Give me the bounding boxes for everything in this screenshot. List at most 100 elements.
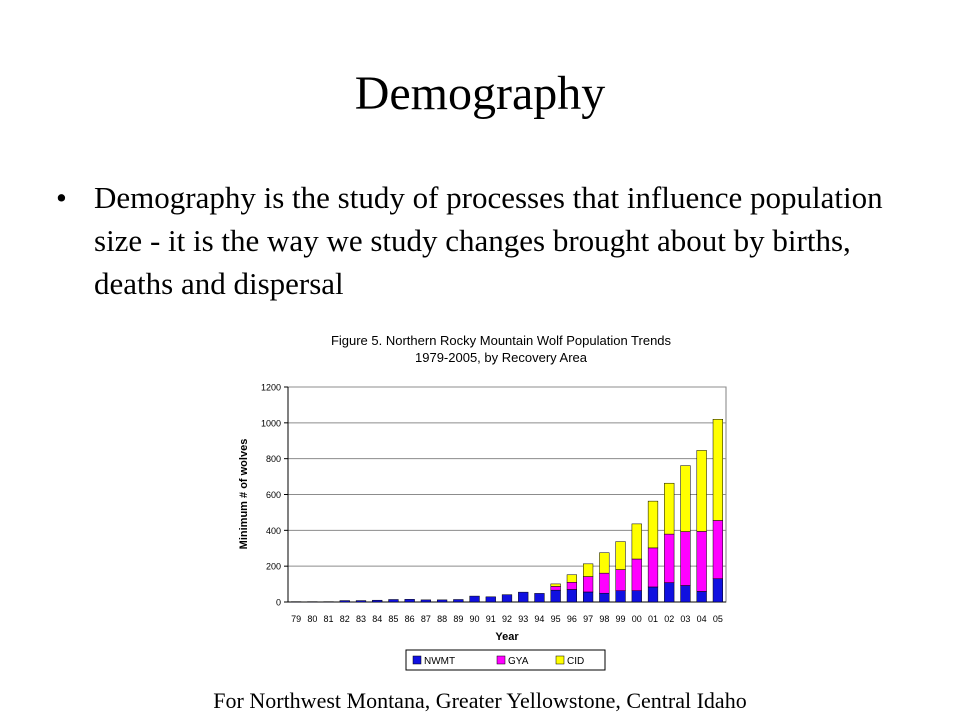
bar-nwmt-91 (485, 596, 496, 603)
x-axis-label: Year (495, 631, 519, 643)
x-tick-label: 93 (518, 614, 528, 624)
bar-cid-02 (664, 482, 675, 535)
legend-label-cid: CID (567, 656, 584, 667)
y-tick-label: 600 (266, 490, 281, 500)
bar-gya-02 (664, 533, 675, 583)
bar-gya-99 (615, 569, 626, 591)
bar-nwmt-95 (550, 589, 561, 603)
bar-nwmt-96 (566, 589, 578, 603)
footnote: For Northwest Montana, Greater Yellowsto… (213, 688, 747, 713)
legend-swatch-nwmt (412, 655, 422, 665)
bar-cid-00 (631, 523, 642, 560)
x-tick-label: 00 (632, 614, 642, 624)
x-tick-label: 04 (697, 614, 707, 624)
bar-nwmt-89 (453, 599, 464, 603)
bar-nwmt-83 (355, 600, 367, 603)
bar-nwmt-86 (404, 599, 415, 603)
x-tick-label: 02 (664, 614, 674, 624)
x-tick-label: 83 (356, 614, 366, 624)
legend-label-gya: GYA (508, 656, 529, 667)
bullet-dot: • (56, 180, 67, 215)
y-tick-label: 1200 (261, 383, 281, 393)
x-tick-label: 96 (567, 614, 577, 624)
legend-swatch-gya (496, 655, 506, 665)
x-tick-label: 80 (307, 614, 317, 624)
bar-gya-03 (680, 531, 691, 586)
x-tick-label: 90 (470, 614, 480, 624)
bar-gya-04 (696, 531, 707, 592)
bar-nwmt-87 (420, 599, 432, 603)
y-tick-label: 0 (276, 598, 281, 608)
bar-cid-97 (582, 563, 594, 577)
chart-legend: NWMT GYA CID (405, 649, 606, 671)
bar-gya-97 (582, 576, 594, 593)
bar-nwmt-80 (307, 601, 318, 603)
bar-nwmt-94 (534, 593, 545, 603)
x-tick-label: 85 (388, 614, 398, 624)
bar-nwmt-97 (582, 591, 594, 603)
bar-gya-96 (566, 582, 578, 590)
x-tick-label: 81 (324, 614, 334, 624)
bar-nwmt-05 (712, 578, 724, 603)
x-tick-label: 94 (534, 614, 544, 624)
x-tick-label: 97 (583, 614, 593, 624)
x-tick-label: 99 (616, 614, 626, 624)
y-axis-label: Minimum # of wolves (238, 439, 250, 550)
bar-nwmt-90 (469, 595, 480, 603)
x-tick-label: 89 (453, 614, 463, 624)
bar-nwmt-04 (696, 591, 707, 603)
bar-nwmt-03 (680, 585, 691, 603)
y-tick-label: 400 (266, 526, 281, 536)
x-tick-label: 82 (340, 614, 350, 624)
bar-cid-99 (615, 541, 626, 570)
bar-cid-01 (647, 500, 659, 549)
x-tick-label: 95 (551, 614, 561, 624)
x-tick-label: 86 (405, 614, 415, 624)
bullet-text: Demography is the study of processes tha… (94, 180, 883, 301)
x-tick-label: 79 (291, 614, 301, 624)
x-tick-label: 92 (502, 614, 512, 624)
bar-nwmt-98 (599, 592, 610, 603)
y-tick-label: 200 (266, 562, 281, 572)
slide-title: Demography (354, 67, 606, 120)
bar-nwmt-85 (388, 599, 399, 603)
legend-box (405, 649, 606, 671)
x-tick-label: 87 (421, 614, 431, 624)
x-tick-label: 84 (372, 614, 382, 624)
bar-cid-05 (712, 419, 724, 521)
bar-cid-04 (696, 450, 707, 532)
y-tick-label: 800 (266, 454, 281, 464)
bar-gya-98 (599, 572, 610, 594)
bar-nwmt-88 (436, 599, 448, 603)
bar-cid-98 (599, 552, 610, 574)
x-tick-label: 88 (437, 614, 447, 624)
chart-subtitle: 1979-2005, by Recovery Area (415, 350, 588, 365)
bar-nwmt-82 (339, 600, 350, 603)
x-tick-label: 01 (648, 614, 658, 624)
legend-swatch-cid (555, 655, 565, 665)
x-tick-label: 05 (713, 614, 723, 624)
bar-nwmt-00 (631, 590, 642, 603)
bar-gya-95 (550, 586, 561, 591)
bar-nwmt-93 (518, 591, 529, 603)
x-tick-label: 98 (599, 614, 609, 624)
bar-nwmt-79 (290, 601, 302, 603)
legend-label-nwmt: NWMT (424, 656, 455, 667)
bar-nwmt-01 (647, 586, 659, 603)
y-tick-label: 1000 (261, 418, 281, 428)
bar-nwmt-02 (664, 582, 675, 603)
bar-cid-95 (550, 583, 561, 587)
x-tick-label: 91 (486, 614, 496, 624)
bar-gya-00 (631, 558, 642, 591)
bar-nwmt-92 (501, 594, 513, 603)
bar-gya-01 (647, 547, 659, 588)
bar-nwmt-99 (615, 590, 626, 603)
bar-cid-96 (566, 574, 578, 583)
x-tick-label: 03 (680, 614, 690, 624)
bar-nwmt-81 (323, 601, 334, 603)
bar-nwmt-84 (372, 599, 383, 603)
chart-title: Figure 5. Northern Rocky Mountain Wolf P… (331, 333, 672, 348)
bar-gya-05 (712, 520, 724, 579)
